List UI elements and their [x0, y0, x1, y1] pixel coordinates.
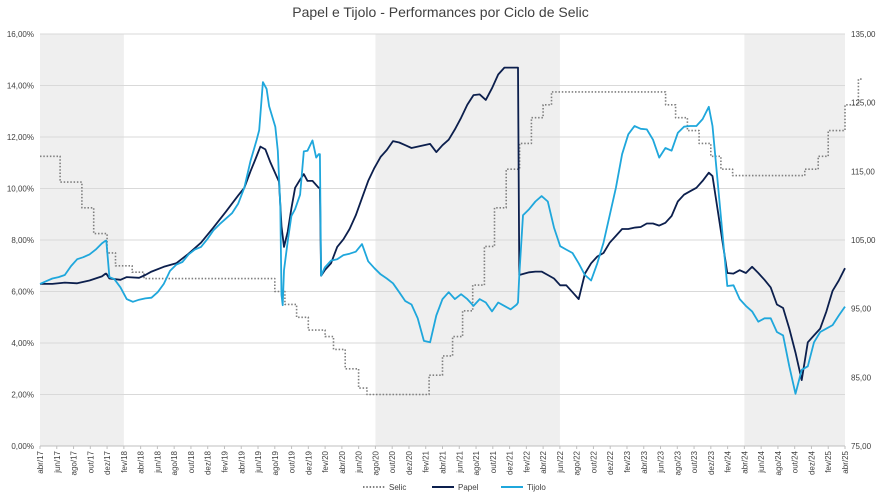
x-tick-label: ago/19: [271, 450, 280, 475]
x-tick-label: fev/25: [824, 450, 833, 472]
y-left-tick-label: 10,00%: [7, 185, 34, 194]
x-tick-label: out/21: [489, 450, 498, 473]
x-tick-label: abr/24: [740, 450, 749, 473]
x-tick-label: out/24: [791, 450, 800, 473]
x-tick-label: abr/19: [237, 450, 246, 473]
x-tick-label: jun/17: [53, 450, 62, 473]
y-right-tick-label: 125,00: [851, 99, 876, 108]
x-tick-label: ago/22: [573, 450, 582, 475]
y-right-tick-label: 115,00: [851, 167, 875, 176]
x-tick-label: dez/20: [405, 450, 414, 475]
x-tick-label: fev/20: [321, 450, 330, 472]
x-tick-label: out/20: [388, 450, 397, 473]
x-tick-label: abr/22: [539, 450, 548, 473]
x-tick-label: fev/24: [724, 450, 733, 472]
legend-label-tijolo: Tijolo: [527, 483, 546, 492]
y-left-tick-label: 6,00%: [11, 288, 34, 297]
y-left-tick-label: 8,00%: [11, 236, 34, 245]
y-axis-right: 75,00 85,00 95,00 105,00 115,00 125,00 135,00: [851, 30, 876, 451]
x-tick-label: ago/23: [673, 450, 682, 475]
x-tick-label: jun/23: [657, 450, 666, 473]
x-tick-label: jun/19: [254, 450, 263, 473]
x-tick-label: dez/21: [506, 450, 515, 475]
x-tick-label: out/18: [187, 450, 196, 473]
y-right-tick-label: 85,00: [851, 373, 872, 382]
x-tick-label: jun/20: [355, 450, 364, 473]
series-lines: [39, 66, 864, 396]
series-line-selic: [40, 78, 864, 396]
x-tick-label: fev/18: [120, 450, 129, 472]
x-tick-label: jun/18: [153, 450, 162, 473]
x-tick-label: abr/17: [36, 450, 45, 473]
x-tick-label: fev/22: [522, 450, 531, 472]
legend-label-papel: Papel: [458, 483, 479, 492]
x-tick-label: jun/24: [757, 450, 766, 473]
x-tick-label: out/19: [288, 450, 297, 473]
y-right-tick-label: 105,00: [851, 236, 876, 245]
x-tick-label: ago/20: [371, 450, 380, 475]
x-tick-label: ago/17: [70, 450, 79, 475]
x-tick-label: dez/17: [103, 450, 112, 475]
x-tick-label: out/17: [86, 450, 95, 473]
series-line-papel: [40, 66, 846, 381]
x-tick-label: jun/21: [455, 450, 464, 473]
x-tick-label: abr/20: [338, 450, 347, 473]
y-axis-left: 0,00% 2,00% 4,00% 6,00% 8,00% 10,00% 12,00% 14,…: [7, 30, 34, 451]
x-tick-label: dez/18: [204, 450, 213, 475]
y-left-tick-label: 4,00%: [11, 339, 34, 348]
y-right-tick-label: 75,00: [851, 442, 872, 451]
x-tick-label: abr/18: [137, 450, 146, 473]
x-tick-label: dez/22: [606, 450, 615, 475]
legend-label-selic: Selic: [389, 483, 406, 492]
x-tick-label: dez/19: [304, 450, 313, 475]
x-tick-label: abr/23: [640, 450, 649, 473]
x-tick-label: fev/23: [623, 450, 632, 472]
y-left-tick-label: 14,00%: [7, 82, 34, 91]
x-axis: abr/17 jun/17 ago/17 out/17 dez/17 fev/18 abr/…: [36, 445, 850, 475]
x-tick-label: out/22: [589, 450, 598, 473]
series-line-tijolo: [39, 81, 846, 395]
y-right-tick-label: 135,00: [851, 30, 876, 39]
x-tick-label: dez/23: [707, 450, 716, 475]
x-tick-label: ago/18: [170, 450, 179, 475]
y-right-tick-label: 95,00: [851, 305, 872, 314]
x-tick-label: fev/21: [422, 450, 431, 472]
x-tick-label: dez/24: [807, 450, 816, 475]
x-tick-label: abr/25: [841, 450, 850, 473]
x-tick-label: ago/21: [472, 450, 481, 475]
y-left-tick-label: 12,00%: [7, 133, 34, 142]
x-tick-label: out/23: [690, 450, 699, 473]
chart-title: Papel e Tijolo - Performances por Ciclo …: [292, 4, 588, 20]
legend: Selic Papel Tijolo: [363, 483, 546, 492]
x-tick-label: fev/19: [220, 450, 229, 472]
x-tick-label: jun/22: [556, 450, 565, 473]
x-tick-label: abr/21: [439, 450, 448, 473]
y-left-tick-label: 0,00%: [11, 442, 34, 451]
x-tick-label: ago/24: [774, 450, 783, 475]
y-left-tick-label: 16,00%: [7, 30, 34, 39]
y-left-tick-label: 2,00%: [11, 391, 34, 400]
